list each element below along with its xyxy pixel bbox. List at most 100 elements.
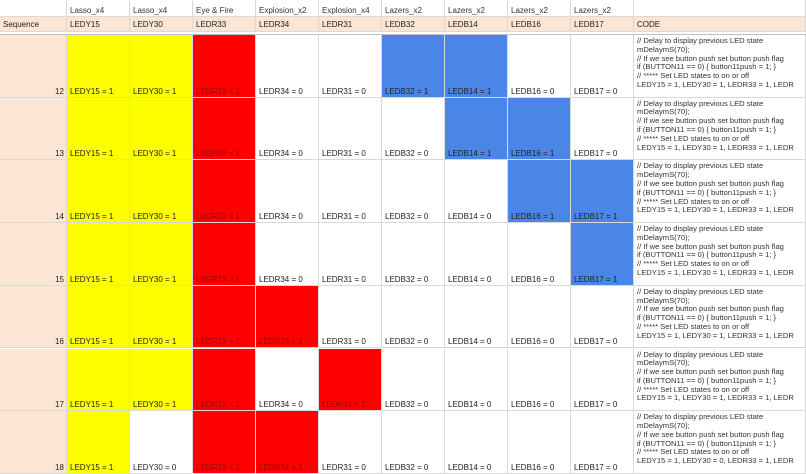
led-state-cell[interactable]: LEDR34 = 0 bbox=[256, 160, 319, 224]
led-state-cell[interactable]: LEDR31 = 0 bbox=[319, 285, 382, 349]
led-state-cell[interactable]: LEDR33 = 1 bbox=[193, 160, 256, 224]
led-state-cell[interactable]: LEDB32 = 0 bbox=[382, 160, 445, 224]
code-cell[interactable]: // Delay to display previous LED state m… bbox=[634, 160, 806, 224]
code-cell[interactable]: // Delay to display previous LED state m… bbox=[634, 97, 806, 161]
led-state-cell[interactable]: LEDB16 = 1 bbox=[508, 160, 571, 224]
led-state-cell[interactable]: LEDB17 = 0 bbox=[571, 348, 634, 412]
led-state-cell[interactable]: LEDB16 = 0 bbox=[508, 223, 571, 286]
led-state-cell[interactable]: LEDB32 = 0 bbox=[382, 348, 445, 412]
led-state-cell[interactable]: LEDR31 = 0 bbox=[319, 35, 382, 98]
led-state-cell[interactable]: LEDB14 = 1 bbox=[445, 97, 508, 161]
led-state-cell[interactable]: LEDB16 = 0 bbox=[508, 348, 571, 412]
column-effect-header[interactable]: Lasso_x4 bbox=[67, 0, 130, 17]
code-cell[interactable]: // Delay to display previous LED state m… bbox=[634, 35, 806, 98]
led-state-cell[interactable]: LEDR33 = 1 bbox=[193, 411, 256, 474]
column-effect-header[interactable]: Lazers_x2 bbox=[382, 0, 445, 17]
led-state-cell[interactable]: LEDR31 = 0 bbox=[319, 97, 382, 161]
column-effect-header[interactable]: Lazers_x2 bbox=[445, 0, 508, 17]
led-state-cell[interactable]: LEDB17 = 0 bbox=[571, 35, 634, 98]
column-effect-header[interactable]: Lasso_x4 bbox=[130, 0, 193, 17]
led-state-cell[interactable]: LEDY15 = 1 bbox=[67, 223, 130, 286]
led-state-cell[interactable]: LEDB32 = 1 bbox=[382, 35, 445, 98]
column-effect-header[interactable] bbox=[634, 0, 806, 17]
led-state-cell[interactable]: LEDB17 = 0 bbox=[571, 97, 634, 161]
led-state-cell[interactable]: LEDY15 = 1 bbox=[67, 160, 130, 224]
code-cell[interactable]: // Delay to display previous LED state m… bbox=[634, 348, 806, 412]
column-effect-header[interactable] bbox=[0, 0, 67, 17]
column-header-led[interactable]: LEDR33 bbox=[193, 17, 256, 32]
column-header-led[interactable]: LEDR31 bbox=[319, 17, 382, 32]
sequence-number-cell[interactable]: 18 bbox=[0, 411, 67, 474]
led-state-cell[interactable]: LEDY30 = 1 bbox=[130, 160, 193, 224]
led-state-cell[interactable]: LEDB17 = 1 bbox=[571, 160, 634, 224]
led-state-cell[interactable]: LEDR34 = 1 bbox=[256, 285, 319, 349]
led-state-cell[interactable]: LEDB17 = 1 bbox=[571, 223, 634, 286]
led-state-cell[interactable]: LEDY30 = 1 bbox=[130, 348, 193, 412]
led-state-cell[interactable]: LEDR33 = 1 bbox=[193, 223, 256, 286]
column-header-led[interactable]: LEDB32 bbox=[382, 17, 445, 32]
led-state-cell[interactable]: LEDR34 = 1 bbox=[256, 411, 319, 474]
led-state-cell[interactable]: LEDB16 = 0 bbox=[508, 411, 571, 474]
led-state-cell[interactable]: LEDB32 = 0 bbox=[382, 97, 445, 161]
led-state-cell[interactable]: LEDB17 = 0 bbox=[571, 411, 634, 474]
led-state-cell[interactable]: LEDR34 = 0 bbox=[256, 348, 319, 412]
column-header-led[interactable]: LEDR34 bbox=[256, 17, 319, 32]
sequence-number-cell[interactable]: 17 bbox=[0, 348, 67, 412]
sequence-number-cell[interactable]: 15 bbox=[0, 223, 67, 286]
led-state-cell[interactable]: LEDY30 = 1 bbox=[130, 223, 193, 286]
led-state-cell[interactable]: LEDR34 = 0 bbox=[256, 97, 319, 161]
led-state-cell[interactable]: LEDB14 = 0 bbox=[445, 160, 508, 224]
sequence-number-cell[interactable]: 12 bbox=[0, 35, 67, 98]
led-state-cell[interactable]: LEDB32 = 0 bbox=[382, 411, 445, 474]
sequence-number-cell[interactable]: 13 bbox=[0, 97, 67, 161]
led-state-cell[interactable]: LEDR34 = 0 bbox=[256, 35, 319, 98]
led-state-cell[interactable]: LEDB14 = 0 bbox=[445, 223, 508, 286]
column-header-led[interactable]: LEDB17 bbox=[571, 17, 634, 32]
led-state-cell[interactable]: LEDB14 = 0 bbox=[445, 348, 508, 412]
led-state-cell[interactable]: LEDY15 = 1 bbox=[67, 348, 130, 412]
led-state-cell[interactable]: LEDY30 = 1 bbox=[130, 97, 193, 161]
led-state-cell[interactable]: LEDY15 = 1 bbox=[67, 35, 130, 98]
led-state-cell[interactable]: LEDB32 = 0 bbox=[382, 223, 445, 286]
led-state-cell[interactable]: LEDB14 = 1 bbox=[445, 35, 508, 98]
led-state-cell[interactable]: LEDY15 = 1 bbox=[67, 411, 130, 474]
led-state-cell[interactable]: LEDB16 = 1 bbox=[508, 97, 571, 161]
led-state-cell[interactable]: LEDB16 = 0 bbox=[508, 35, 571, 98]
led-state-cell[interactable]: LEDB14 = 0 bbox=[445, 411, 508, 474]
led-state-cell[interactable]: LEDB32 = 0 bbox=[382, 285, 445, 349]
led-state-cell[interactable]: LEDR31 = 1 bbox=[319, 348, 382, 412]
column-header-led[interactable]: LEDB16 bbox=[508, 17, 571, 32]
led-state-cell[interactable]: LEDY15 = 1 bbox=[67, 285, 130, 349]
led-state-cell[interactable]: LEDR31 = 0 bbox=[319, 160, 382, 224]
led-state-cell[interactable]: LEDR33 = 1 bbox=[193, 285, 256, 349]
led-state-cell[interactable]: LEDB17 = 0 bbox=[571, 285, 634, 349]
sequence-number-cell[interactable]: 16 bbox=[0, 285, 67, 349]
column-effect-header[interactable]: Explosion_x4 bbox=[319, 0, 382, 17]
led-state-cell[interactable]: LEDR33 = 1 bbox=[193, 35, 256, 98]
frozen-row-divider bbox=[0, 32, 806, 35]
led-state-cell[interactable]: LEDR33 = 1 bbox=[193, 348, 256, 412]
column-header-led[interactable]: LEDB14 bbox=[445, 17, 508, 32]
led-state-cell[interactable]: LEDR34 = 0 bbox=[256, 223, 319, 286]
code-cell[interactable]: // Delay to display previous LED state m… bbox=[634, 285, 806, 349]
code-cell[interactable]: // Delay to display previous LED state m… bbox=[634, 411, 806, 474]
column-effect-header[interactable]: Lazers_x2 bbox=[508, 0, 571, 17]
led-state-cell[interactable]: LEDB16 = 0 bbox=[508, 285, 571, 349]
column-effect-header[interactable]: Lazers_x2 bbox=[571, 0, 634, 17]
led-state-cell[interactable]: LEDR33 = 1 bbox=[193, 97, 256, 161]
sequence-number-cell[interactable]: 14 bbox=[0, 160, 67, 224]
led-state-cell[interactable]: LEDR31 = 0 bbox=[319, 411, 382, 474]
led-state-cell[interactable]: LEDY30 = 0 bbox=[130, 411, 193, 474]
column-header-code[interactable]: CODE bbox=[634, 17, 806, 32]
column-effect-header[interactable]: Eye & Fire bbox=[193, 0, 256, 17]
column-header-led[interactable]: LEDY15 bbox=[67, 17, 130, 32]
column-header-led[interactable]: LEDY30 bbox=[130, 17, 193, 32]
led-state-cell[interactable]: LEDY30 = 1 bbox=[130, 285, 193, 349]
column-effect-header[interactable]: Explosion_x2 bbox=[256, 0, 319, 17]
led-state-cell[interactable]: LEDY30 = 1 bbox=[130, 35, 193, 98]
code-cell[interactable]: // Delay to display previous LED state m… bbox=[634, 223, 806, 286]
led-state-cell[interactable]: LEDY15 = 1 bbox=[67, 97, 130, 161]
column-header-sequence[interactable]: Sequence bbox=[0, 17, 67, 32]
led-state-cell[interactable]: LEDB14 = 0 bbox=[445, 285, 508, 349]
led-state-cell[interactable]: LEDR31 = 0 bbox=[319, 223, 382, 286]
